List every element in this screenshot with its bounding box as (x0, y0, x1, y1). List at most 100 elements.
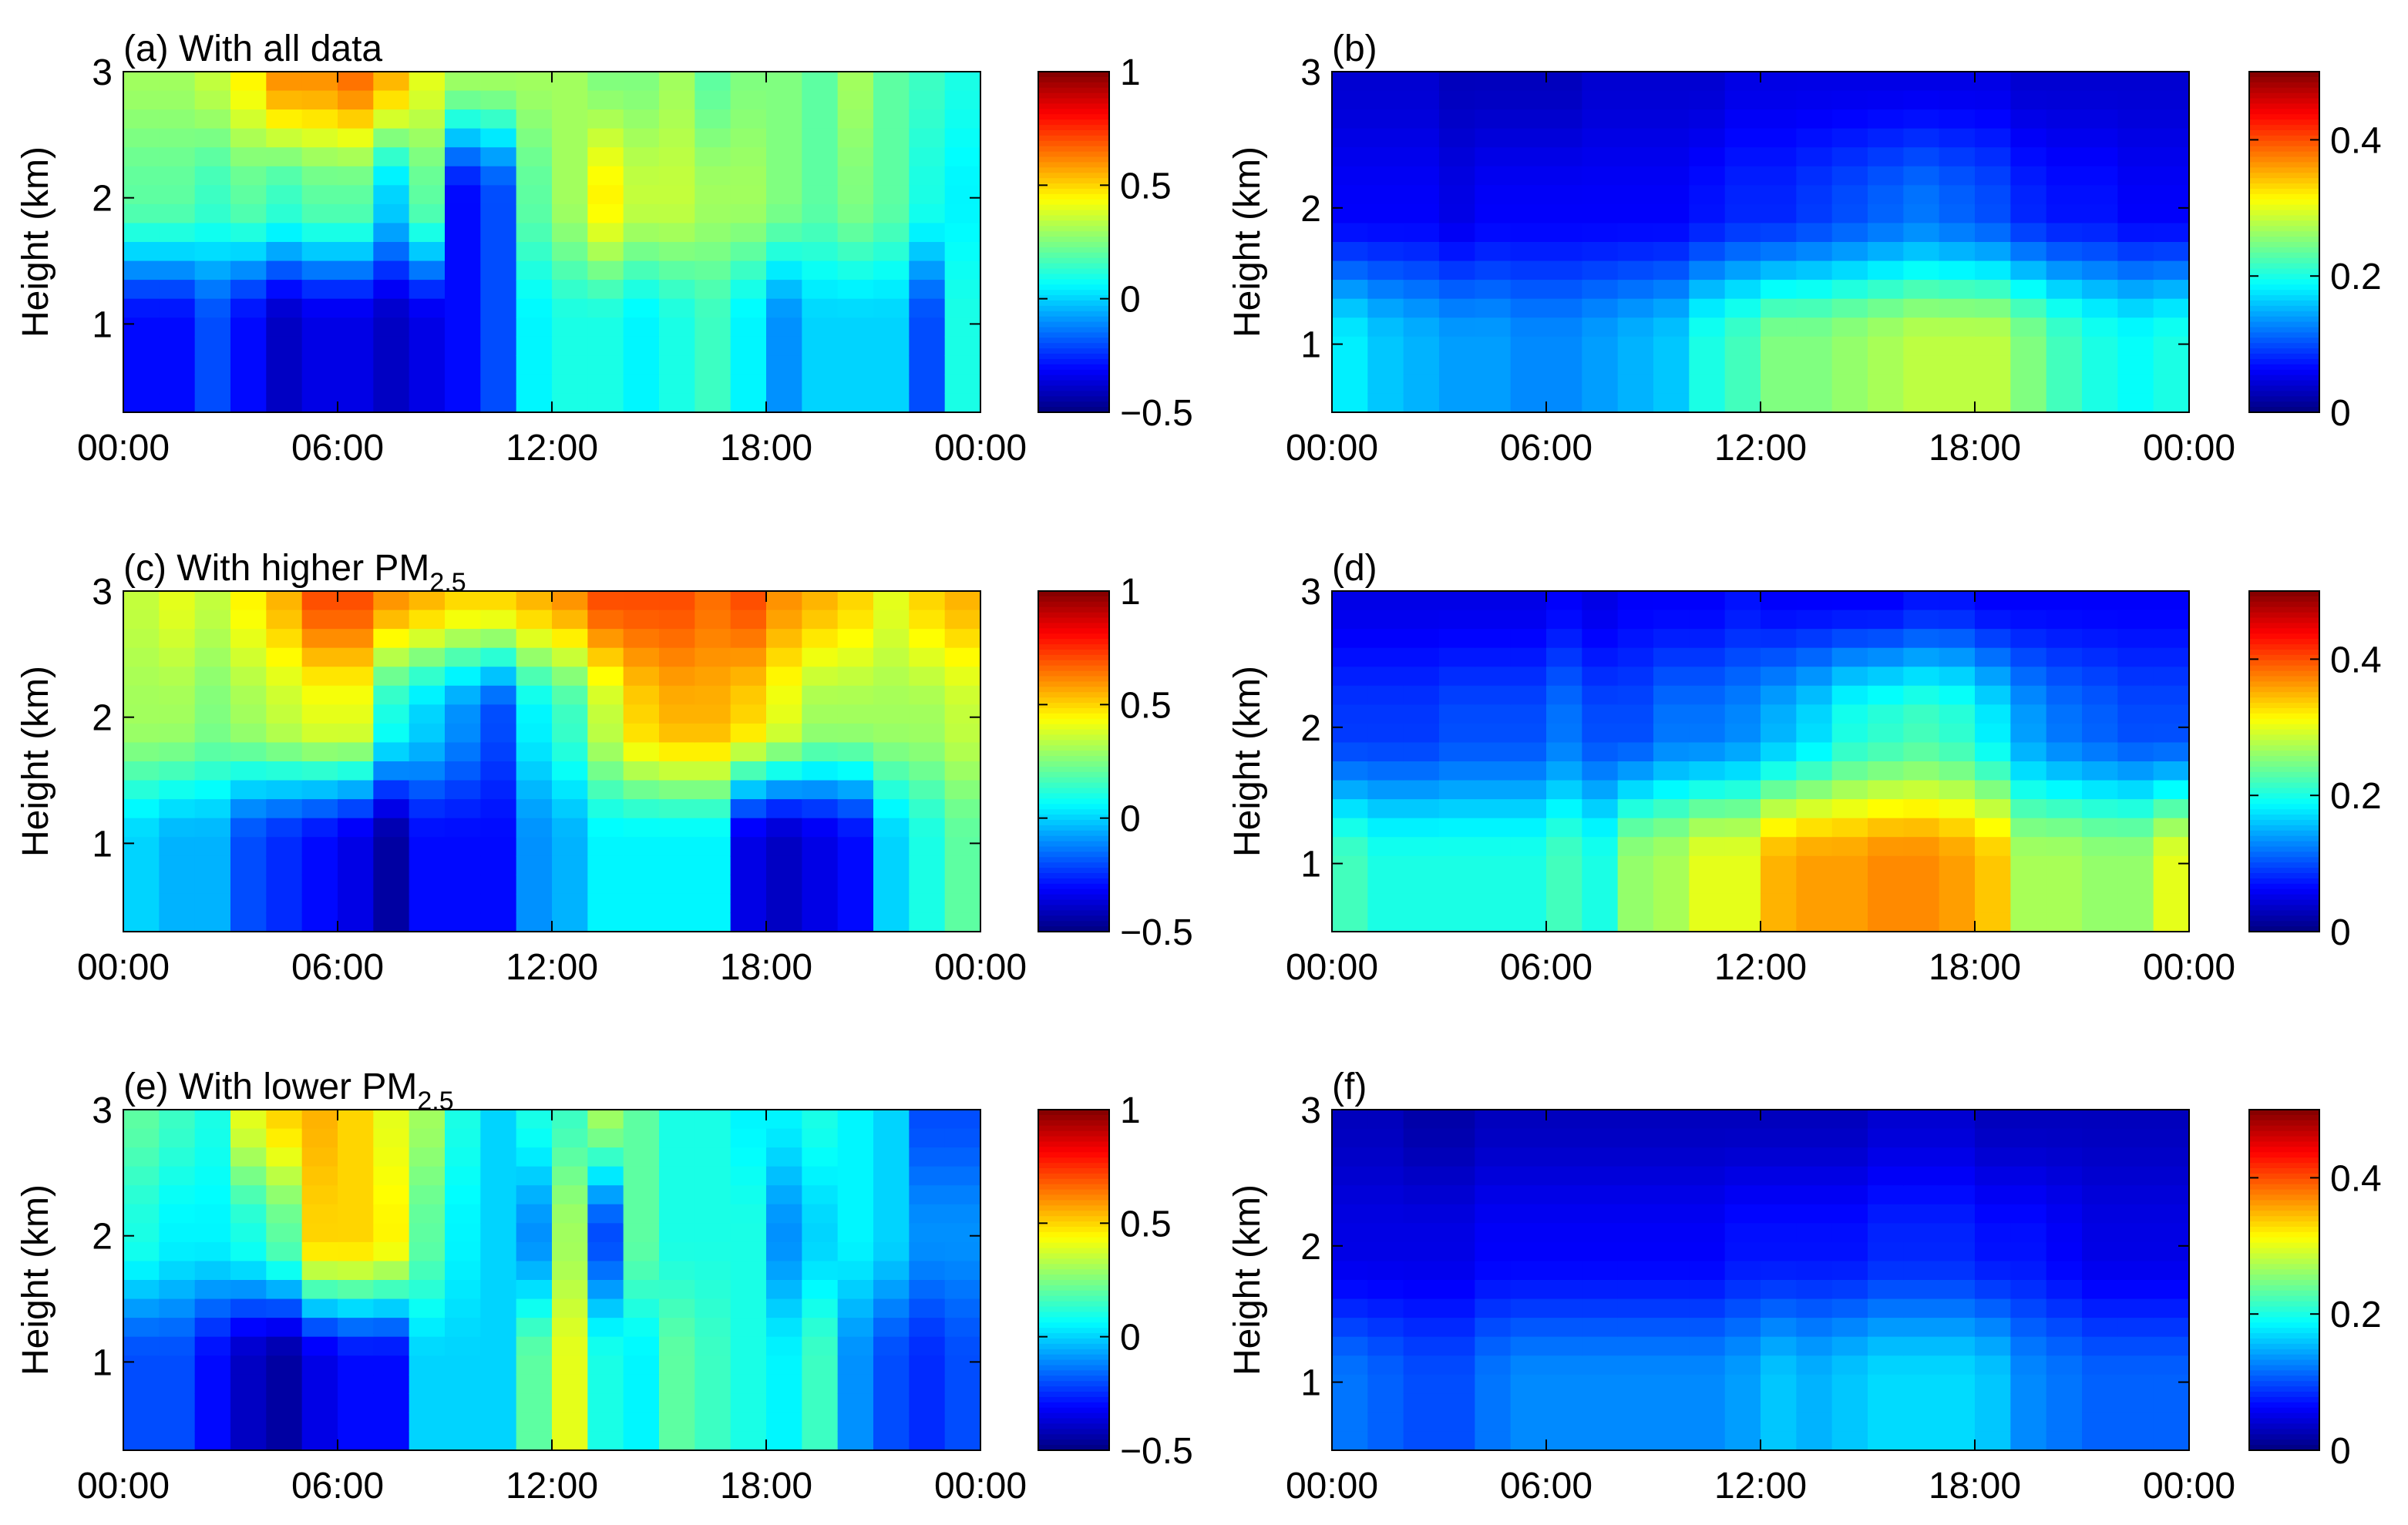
colorbar-band (1038, 606, 1109, 613)
colorbar-band (1038, 628, 1109, 634)
heatmap-cell (230, 837, 267, 857)
heatmap-cell (230, 90, 267, 110)
heatmap-cell (587, 629, 624, 649)
heatmap-cell (445, 242, 481, 262)
colorbar-band (1038, 1301, 1109, 1308)
heatmap-cell (623, 260, 660, 280)
heatmap-cell (1868, 298, 1904, 318)
heatmap-cell (123, 629, 160, 649)
heatmap-cell (1546, 128, 1582, 148)
colorbar-band (2249, 1189, 2319, 1196)
heatmap-cell (1332, 1431, 1368, 1451)
heatmap-cell (1439, 203, 1475, 224)
heatmap-cell (1546, 667, 1582, 687)
colorbar-band (1038, 1253, 1109, 1259)
heatmap-cell (516, 1261, 553, 1281)
heatmap-cell (1546, 393, 1582, 413)
heatmap-cell (873, 260, 910, 280)
heatmap-cell (730, 893, 767, 914)
colorbar-band (1038, 793, 1109, 799)
colorbar-band (1038, 72, 1109, 78)
colorbar-band (2249, 703, 2319, 709)
heatmap-cell (659, 1318, 695, 1338)
heatmap-cell (659, 818, 695, 838)
heatmap-cell (516, 912, 553, 932)
heatmap-cell (623, 1147, 660, 1167)
heatmap-cell (2153, 203, 2190, 224)
colorbar-band (1038, 204, 1109, 211)
heatmap-cell (159, 185, 196, 205)
y-tick-label: 2 (1300, 1227, 1321, 1268)
heatmap-cell (480, 1147, 517, 1167)
heatmap-cell (552, 109, 588, 129)
heatmap-cell (1510, 1412, 1547, 1433)
heatmap-cell (944, 685, 981, 705)
heatmap-cell (1332, 591, 1368, 611)
heatmap-cell (1903, 610, 1940, 630)
heatmap-cell (516, 1185, 553, 1205)
colorbar-band (2249, 1381, 2319, 1387)
heatmap-cell (1546, 1204, 1582, 1224)
heatmap-cell (730, 704, 767, 724)
heatmap-cell (802, 203, 839, 224)
heatmap-cell (944, 109, 981, 129)
heatmap-cell (2082, 647, 2118, 667)
heatmap-cell (409, 799, 446, 819)
colorbar-band (2249, 300, 2319, 307)
heatmap-cell (837, 1374, 874, 1394)
heatmap-cell (1761, 1393, 1797, 1413)
heatmap-cell (1939, 799, 1976, 819)
heatmap-cell (230, 336, 267, 356)
heatmap-cell (445, 742, 481, 762)
heatmap-cell (730, 591, 767, 611)
heatmap-cell (2046, 1147, 2083, 1167)
heatmap-cell (1831, 761, 1868, 781)
colorbar-band (1038, 734, 1109, 741)
heatmap-cell (1332, 610, 1368, 630)
heatmap-cell (194, 223, 231, 243)
heatmap-cell (2153, 1185, 2190, 1205)
heatmap-cell (1617, 317, 1654, 338)
heatmap-cell (1868, 837, 1904, 857)
colorbar-band (2249, 761, 2319, 768)
heatmap-cell (2153, 1431, 2190, 1451)
heatmap-cell (301, 1280, 338, 1300)
heatmap-cell (659, 610, 695, 630)
colorbar-band (1038, 1189, 1109, 1196)
heatmap-cell (2117, 374, 2154, 395)
heatmap-cell (2082, 336, 2118, 356)
heatmap-cell (944, 1166, 981, 1186)
heatmap-cell (1761, 761, 1797, 781)
heatmap-cell (1582, 647, 1619, 667)
colorbar-band (1038, 617, 1109, 624)
heatmap-cell (1475, 1223, 1512, 1243)
colorbar-band (1038, 926, 1109, 932)
heatmap-cell (944, 893, 981, 914)
heatmap-cell (766, 1241, 802, 1262)
heatmap-cell (587, 1128, 624, 1148)
heatmap-cell (516, 242, 553, 262)
colorbar-band (1038, 1269, 1109, 1275)
heatmap-cell (1868, 1204, 1904, 1224)
heatmap-cell (1510, 147, 1547, 167)
heatmap-cell (659, 1128, 695, 1148)
heatmap-cell (1510, 1185, 1547, 1205)
heatmap-cell (194, 893, 231, 914)
heatmap-cell (837, 260, 874, 280)
heatmap-cell (1403, 355, 1440, 375)
heatmap-cell (159, 1204, 196, 1224)
heatmap-cell (123, 742, 160, 762)
heatmap-cell (659, 298, 695, 318)
heatmap-cell (266, 647, 303, 667)
heatmap-cell (445, 1280, 481, 1300)
heatmap-cell (480, 336, 517, 356)
heatmap-cell (1796, 147, 1833, 167)
heatmap-cell (1689, 147, 1726, 167)
heatmap-cell (1868, 1336, 1904, 1356)
heatmap-cell (1868, 1412, 1904, 1433)
colorbar-band (2249, 242, 2319, 248)
heatmap-cell (2010, 912, 2047, 932)
heatmap-cell (766, 166, 802, 186)
heatmap-cell (552, 1412, 588, 1433)
heatmap-cell (2082, 1128, 2118, 1148)
